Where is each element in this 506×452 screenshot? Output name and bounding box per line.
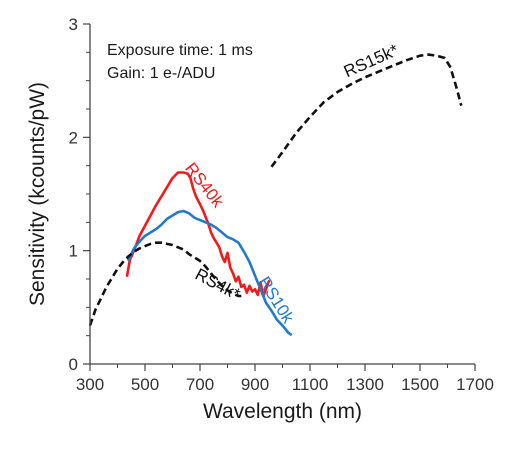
series-label-rs40k: RS40k	[181, 159, 228, 211]
y-tick-label: 0	[69, 355, 78, 374]
annotation-exposure-time: Exposure time: 1 ms	[107, 42, 253, 59]
ticks: 300 500 700 900 1100 1300 1500 1700 0 1 2 3	[69, 15, 494, 394]
x-tick-label: 900	[241, 375, 269, 394]
series-label-rs4k: RS4k*	[192, 265, 244, 305]
y-tick-label: 1	[69, 242, 78, 261]
series-line-rs15k	[270, 53, 463, 168]
plot-area	[88, 53, 463, 336]
y-tick-label: 2	[69, 128, 78, 147]
x-tick-label: 500	[131, 375, 159, 394]
y-axis-title: Sensitivity (kcounts/pW)	[26, 82, 49, 306]
series-line-rs10k	[127, 209, 293, 336]
labels: Wavelength (nm) Sensitivity (kcounts/pW)…	[26, 42, 362, 423]
y-tick-label: 3	[69, 15, 78, 34]
series-line-rs40k	[125, 171, 271, 298]
annotation-gain: Gain: 1 e-/ADU	[107, 65, 215, 82]
x-axis-title: Wavelength (nm)	[203, 400, 362, 423]
x-tick-label: 1700	[456, 375, 494, 394]
x-tick-label: 300	[76, 375, 104, 394]
series-line-rs4k	[88, 241, 242, 326]
x-tick-label: 1300	[346, 375, 384, 394]
x-tick-label: 1500	[401, 375, 439, 394]
x-tick-label: 1100	[292, 375, 329, 394]
x-tick-label: 700	[186, 375, 214, 394]
